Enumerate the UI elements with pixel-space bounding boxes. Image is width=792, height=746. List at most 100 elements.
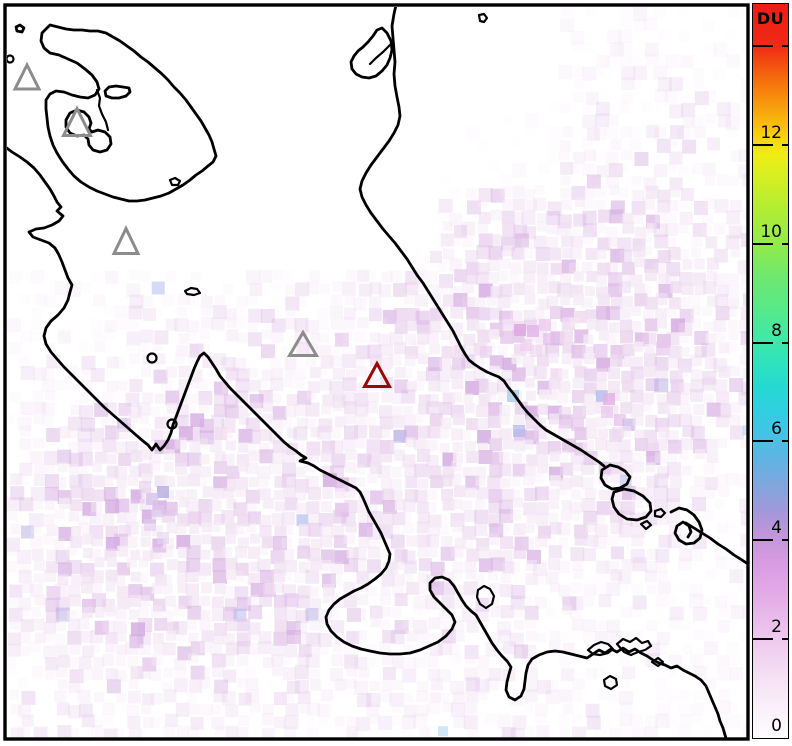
small-islet-ring [7, 54, 15, 64]
du-raster-cell [706, 701, 717, 712]
du-raster-cell [546, 295, 559, 308]
du-raster-cell [18, 561, 31, 574]
du-raster-cell [68, 594, 81, 607]
du-raster-cell [17, 549, 32, 564]
du-raster-cell [670, 318, 685, 333]
du-raster-cell [380, 511, 394, 525]
du-raster-cell [730, 654, 741, 665]
du-raster-cell [202, 355, 215, 368]
du-raster-cell [245, 489, 260, 504]
du-raster-cell [235, 485, 247, 497]
du-raster-cell [726, 285, 739, 298]
du-raster-cell [41, 414, 54, 427]
du-raster-cell [499, 428, 512, 441]
du-raster-cell [656, 318, 667, 329]
du-raster-cell [413, 379, 425, 391]
du-raster-cell [234, 571, 245, 582]
du-raster-cell [17, 416, 32, 431]
du-raster-cell [53, 477, 67, 491]
du-raster-cell [126, 655, 138, 667]
du-raster-cell [729, 667, 743, 681]
du-raster-cell [499, 283, 513, 297]
du-raster-cell [657, 570, 668, 581]
du-raster-cell [694, 91, 709, 106]
du-raster-cell [513, 523, 526, 536]
du-raster-cell [609, 42, 624, 57]
du-raster-cell [188, 596, 200, 608]
du-raster-cell [619, 690, 634, 705]
du-raster-cell [245, 462, 258, 475]
du-raster-cell [68, 441, 79, 452]
du-raster-cell [258, 488, 271, 501]
du-raster-cell [281, 511, 295, 525]
du-raster-cell [201, 630, 214, 643]
volcano-marker [12, 61, 42, 91]
du-raster-cell [658, 273, 670, 285]
du-raster-cell [572, 358, 583, 369]
du-raster-cell [741, 273, 747, 285]
du-raster-cell [294, 377, 306, 389]
du-raster-cell [572, 461, 583, 472]
du-raster-cell [390, 441, 402, 453]
du-raster-cell [629, 605, 642, 618]
du-raster-cell [212, 569, 227, 584]
du-raster-cell [65, 380, 76, 391]
du-raster-cell [413, 713, 428, 728]
du-raster-cell [560, 273, 572, 285]
du-raster-cell [9, 584, 23, 598]
volcano-marker [111, 225, 141, 255]
du-raster-cell [247, 546, 260, 559]
du-raster-cell [221, 381, 233, 393]
du-raster-cell [238, 414, 249, 425]
du-raster-cell [197, 562, 211, 576]
du-raster-cell [404, 489, 418, 503]
du-raster-cell [154, 353, 166, 365]
du-raster-cell [569, 596, 584, 611]
du-raster-cell [514, 401, 528, 415]
du-raster-cell [258, 641, 272, 655]
du-raster-cell [233, 307, 245, 319]
du-raster-cell [669, 104, 684, 119]
du-raster-cell [200, 317, 213, 330]
du-raster-cell [261, 413, 272, 424]
du-raster-cell [512, 715, 527, 730]
du-raster-cell [91, 329, 103, 341]
du-raster-cell [297, 691, 311, 705]
du-raster-cell [405, 334, 417, 346]
colorbar-tick-label: 6 [771, 419, 782, 440]
du-raster-cell [176, 344, 189, 357]
du-raster-cell [573, 294, 585, 306]
du-raster-cell [691, 235, 703, 247]
du-raster-cell [490, 631, 502, 643]
du-raster-cell [68, 511, 79, 522]
du-raster-cell [58, 330, 72, 344]
du-raster-cell [382, 309, 397, 324]
du-raster-cell [476, 138, 489, 151]
du-raster-cell [139, 270, 151, 282]
du-raster-cell [178, 426, 193, 441]
du-raster-cell [176, 306, 187, 317]
du-raster-cell [703, 463, 715, 475]
du-raster-cell [466, 451, 479, 464]
du-raster-cell [668, 654, 683, 669]
du-raster-cell [605, 440, 618, 453]
du-raster-cell [320, 283, 331, 294]
du-raster-cell [644, 296, 658, 310]
du-raster-cell [394, 366, 406, 378]
du-raster-cell [366, 439, 381, 454]
du-raster-cell [441, 346, 454, 359]
du-raster-cell [225, 367, 239, 381]
du-raster-cell [201, 306, 212, 317]
du-raster-cell [273, 582, 284, 593]
du-raster-cell [465, 188, 477, 200]
du-raster-cell [298, 644, 312, 658]
du-raster-cell [113, 620, 127, 634]
du-raster-cell [78, 514, 89, 525]
du-raster-cell [178, 293, 191, 306]
du-raster-cell [174, 353, 185, 364]
du-raster-cell [702, 510, 714, 522]
du-raster-cell [223, 487, 235, 499]
du-raster-cell [665, 54, 680, 69]
du-raster-cell [642, 197, 655, 210]
du-raster-cell [678, 297, 690, 309]
